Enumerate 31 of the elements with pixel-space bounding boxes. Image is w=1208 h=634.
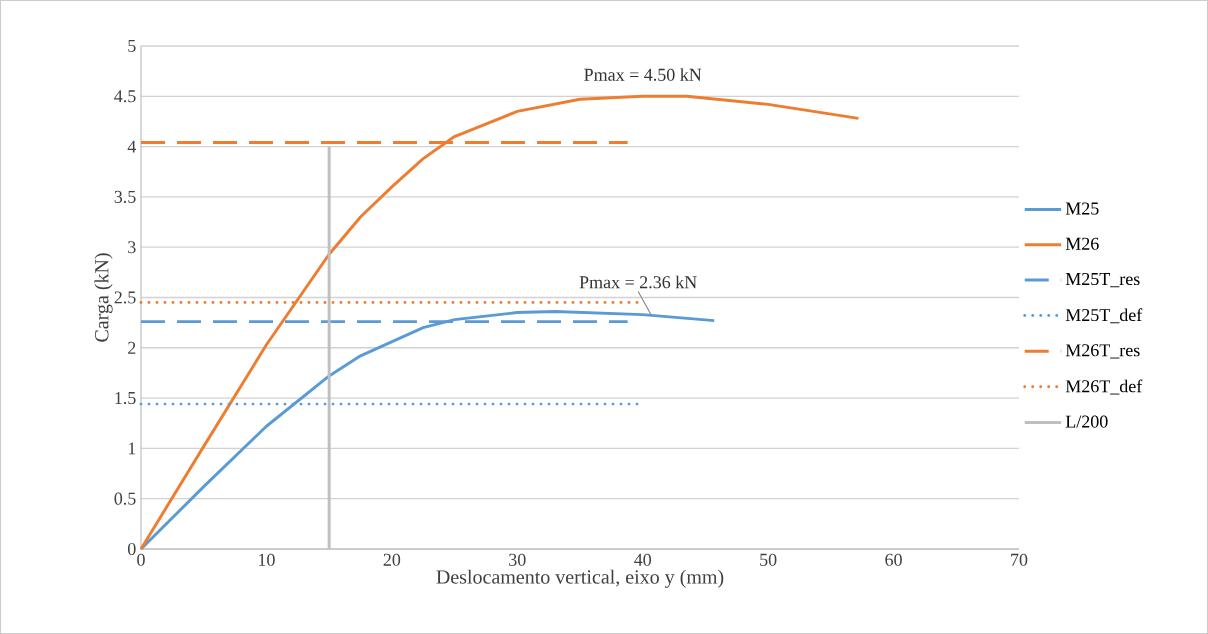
x-axis-title: Deslocamento vertical, eixo y (mm) — [436, 569, 724, 588]
legend-label: M26T_def — [1065, 379, 1143, 395]
legend-label: M26T_res — [1065, 344, 1140, 359]
y-tick-label: 4 — [127, 140, 137, 153]
y-axis-title: Carga (kN) — [94, 253, 113, 342]
y-tick-label: 1 — [128, 442, 136, 455]
x-tick-label: 10 — [259, 553, 275, 566]
y-tick-label: 5 — [128, 40, 136, 52]
y-tick-label: 3.5 — [114, 190, 136, 203]
legend-label: M26 — [1065, 237, 1099, 250]
annotation: Pmax = 4.50 kN — [584, 68, 702, 81]
x-tick-label: 30 — [509, 553, 526, 566]
legend-label: M25 — [1065, 202, 1099, 215]
x-tick-label: 60 — [885, 553, 902, 566]
y-tick-label: 3 — [128, 241, 136, 254]
y-tick-label: 0.5 — [114, 492, 136, 505]
x-tick-label: 50 — [760, 553, 777, 566]
y-tick-label: 2.5 — [114, 291, 136, 304]
annotation: Pmax = 2.36 kN — [579, 275, 697, 289]
x-tick-label: 0 — [137, 553, 145, 566]
x-tick-label: 40 — [634, 553, 652, 566]
y-tick-label: 1.5 — [115, 392, 136, 405]
legend-label: L/200 — [1065, 415, 1108, 428]
legend-label: M25T_def — [1065, 308, 1143, 324]
y-tick-label: 2 — [128, 341, 136, 354]
x-tick-label: 20 — [383, 553, 401, 566]
line-series — [139, 94, 860, 551]
y-tick-label: 4.5 — [114, 90, 136, 103]
y-tick-label: 0 — [127, 542, 136, 556]
legend-label: M25T_res — [1065, 272, 1140, 288]
x-tick-label: 70 — [1011, 553, 1028, 566]
